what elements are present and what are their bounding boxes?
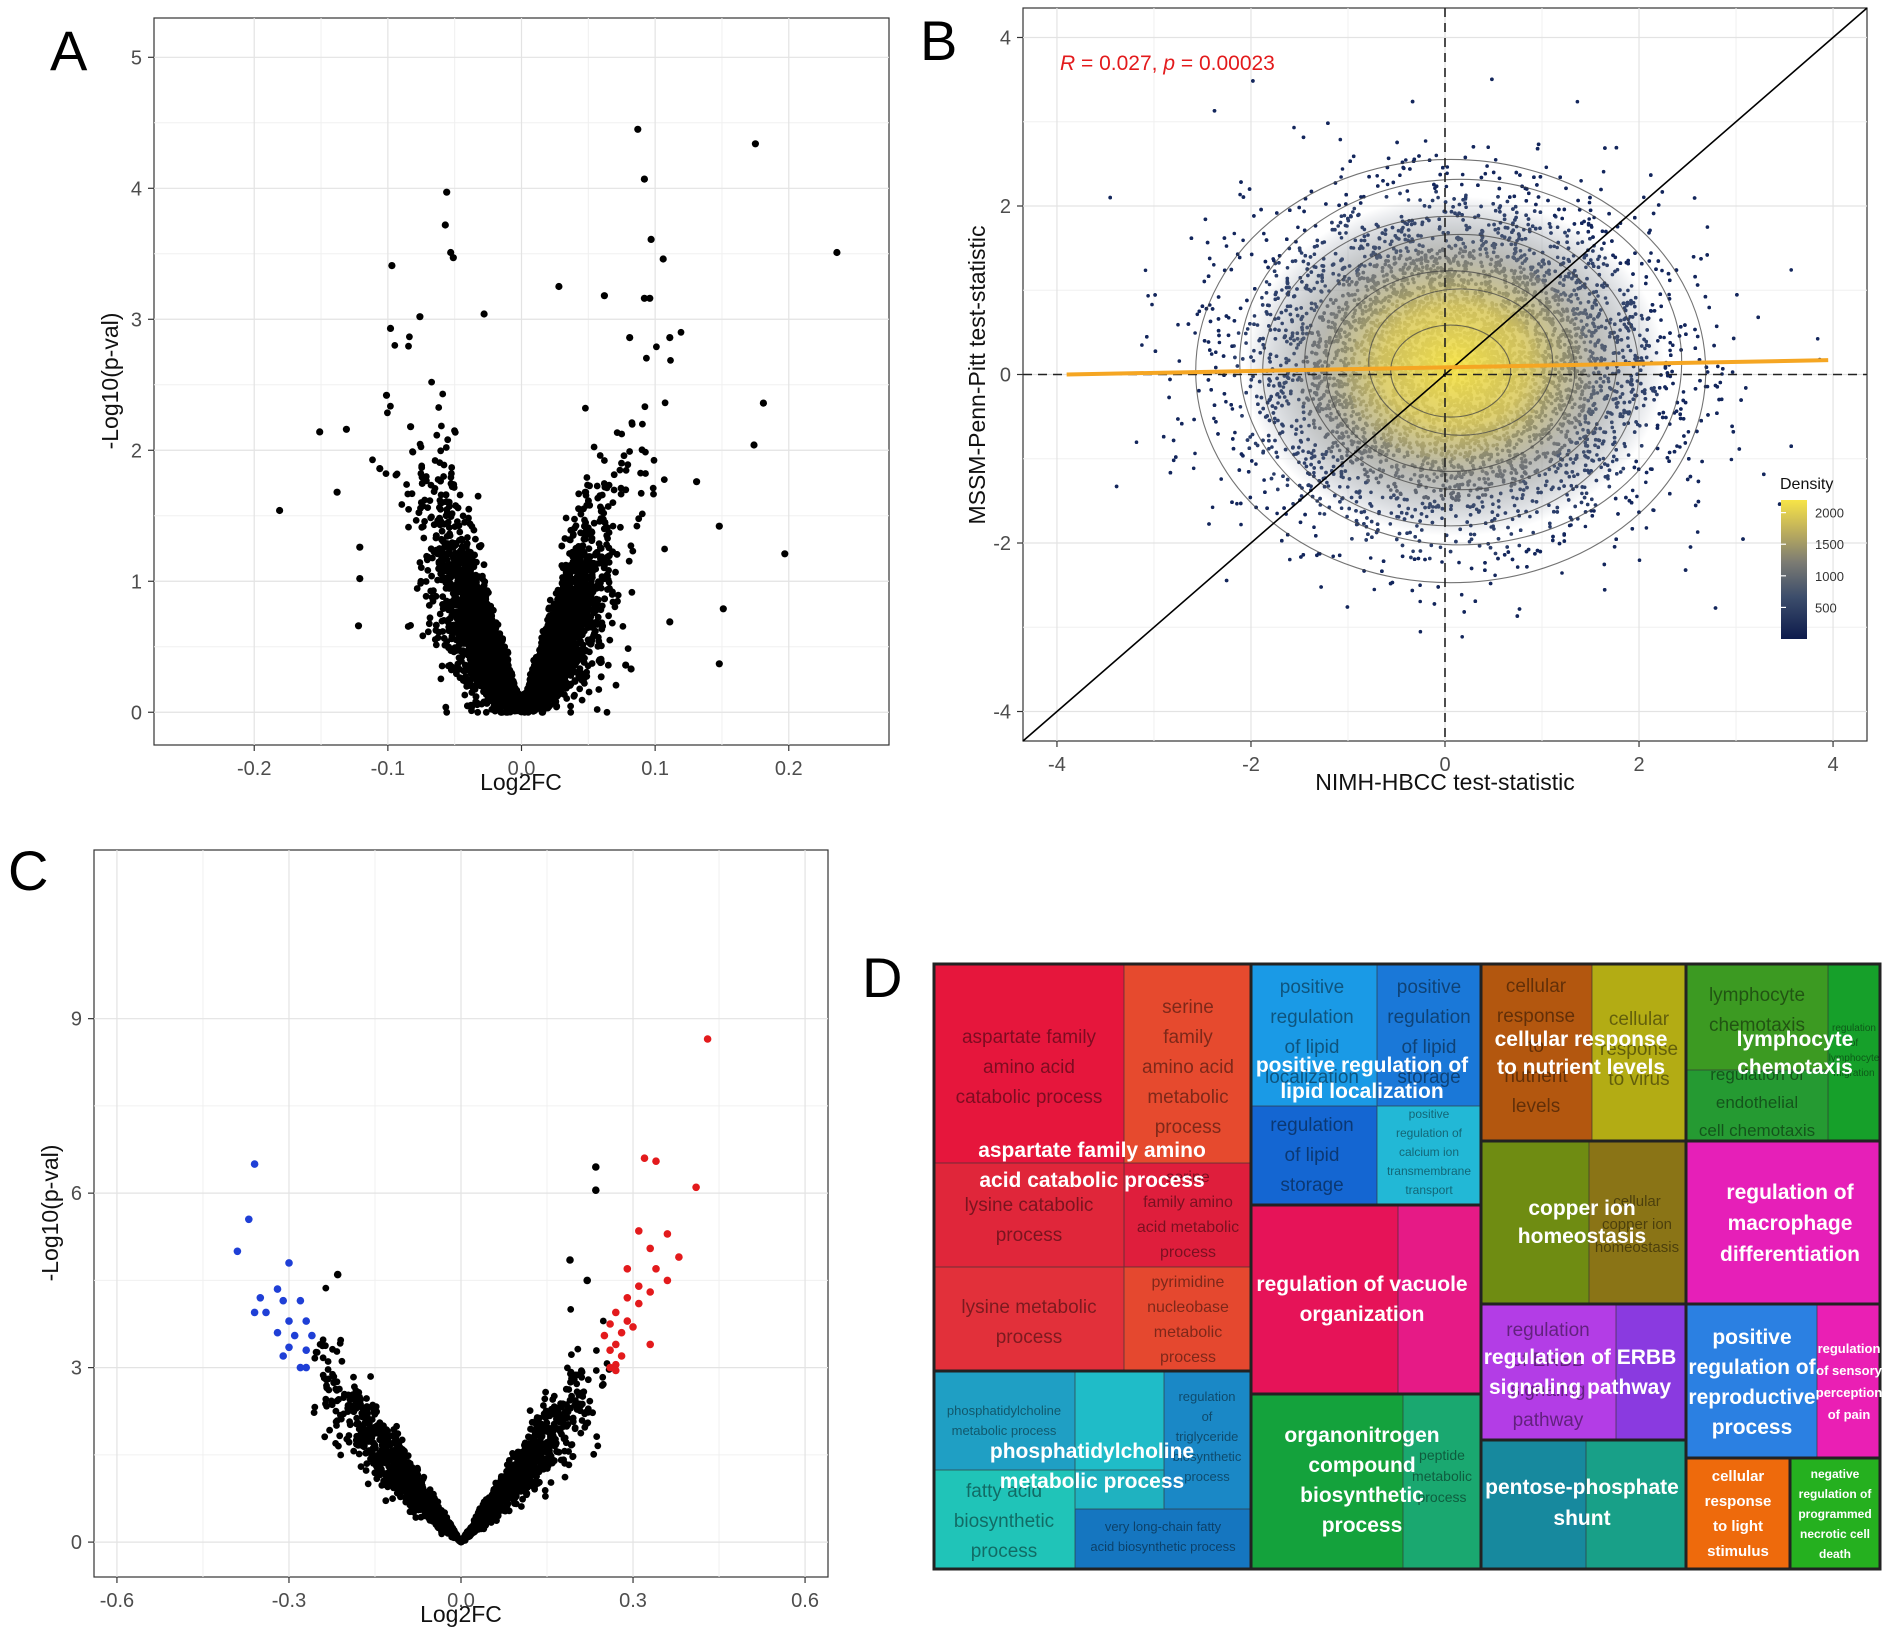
gene-point: [595, 686, 603, 693]
panel-a-points: [276, 125, 841, 716]
gene-point: [594, 642, 602, 650]
panel-a-grid: [154, 18, 889, 745]
gene-point: [628, 588, 636, 596]
gene-point: [612, 681, 620, 689]
gene-point: [627, 542, 635, 550]
gene-point: [416, 440, 424, 448]
gene-point: [570, 692, 578, 700]
gene-point: [442, 703, 450, 711]
gene-point: [571, 515, 578, 523]
gene-point: [624, 645, 632, 652]
gene-point: [612, 568, 619, 576]
gene-point: [424, 628, 432, 636]
gene-point: [438, 527, 446, 535]
gene-point: [405, 342, 412, 350]
gene-point: [582, 404, 589, 412]
gene-point: [443, 708, 451, 716]
gene-point: [437, 675, 445, 683]
gene-point: [448, 470, 455, 477]
gene-point: [581, 680, 588, 687]
gene-point: [407, 622, 414, 629]
gene-point: [480, 561, 488, 569]
gene-point: [438, 662, 446, 670]
gene-point: [461, 691, 469, 699]
gene-point: [593, 706, 601, 713]
gene-point: [567, 708, 575, 716]
gene-point: [567, 702, 574, 710]
gene-point: [578, 696, 586, 704]
gene-point: [422, 592, 430, 600]
gene-point: [603, 708, 611, 716]
gene-point: [605, 612, 612, 620]
gene-point: [619, 623, 627, 630]
gene-point: [439, 390, 447, 398]
panel-letter-a: A: [50, 19, 88, 82]
gene-point: [426, 614, 434, 622]
gene-point: [601, 457, 608, 464]
gene-point: [585, 688, 593, 696]
gene-point: [482, 708, 490, 716]
